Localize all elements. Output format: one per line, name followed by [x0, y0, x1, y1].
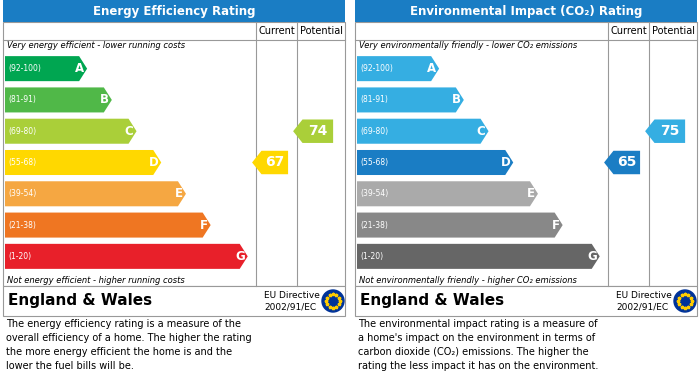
Text: E: E: [175, 187, 183, 200]
Bar: [3, 0, 345, 22]
Text: Potential: Potential: [652, 26, 694, 36]
Bar: [3, 286, 345, 316]
Polygon shape: [5, 181, 186, 206]
Text: EU Directive
2002/91/EC: EU Directive 2002/91/EC: [264, 291, 320, 311]
Text: Energy Efficiency Rating: Energy Efficiency Rating: [92, 5, 256, 18]
Text: Current: Current: [258, 26, 295, 36]
Text: (81-91): (81-91): [8, 95, 36, 104]
Text: Very environmentally friendly - lower CO₂ emissions: Very environmentally friendly - lower CO…: [359, 41, 578, 50]
Text: D: D: [148, 156, 158, 169]
Text: D: D: [500, 156, 510, 169]
Text: (69-80): (69-80): [8, 127, 36, 136]
Bar: [355, 22, 697, 286]
Text: C: C: [477, 125, 486, 138]
Polygon shape: [5, 213, 211, 238]
Text: F: F: [552, 219, 560, 231]
Text: Not energy efficient - higher running costs: Not energy efficient - higher running co…: [7, 276, 185, 285]
Polygon shape: [357, 119, 489, 144]
Text: (69-80): (69-80): [360, 127, 388, 136]
Text: England & Wales: England & Wales: [8, 294, 152, 308]
Text: A: A: [427, 62, 436, 75]
Polygon shape: [357, 213, 563, 238]
Text: (55-68): (55-68): [360, 158, 388, 167]
Polygon shape: [357, 181, 538, 206]
Text: 74: 74: [308, 124, 328, 138]
Polygon shape: [293, 120, 333, 143]
Text: EU Directive
2002/91/EC: EU Directive 2002/91/EC: [616, 291, 672, 311]
Text: 65: 65: [617, 156, 636, 170]
Bar: [355, 286, 697, 316]
Text: (39-54): (39-54): [360, 189, 389, 198]
Polygon shape: [357, 244, 600, 269]
Polygon shape: [357, 150, 513, 175]
Text: Current: Current: [610, 26, 647, 36]
Text: Very energy efficient - lower running costs: Very energy efficient - lower running co…: [7, 41, 185, 50]
Text: F: F: [199, 219, 208, 231]
Text: The environmental impact rating is a measure of
a home's impact on the environme: The environmental impact rating is a mea…: [358, 319, 598, 371]
Polygon shape: [5, 119, 136, 144]
Text: G: G: [235, 250, 245, 263]
Polygon shape: [252, 151, 288, 174]
Polygon shape: [604, 151, 640, 174]
Text: (1-20): (1-20): [8, 252, 31, 261]
Text: Not environmentally friendly - higher CO₂ emissions: Not environmentally friendly - higher CO…: [359, 276, 577, 285]
Polygon shape: [357, 88, 464, 113]
Text: (1-20): (1-20): [360, 252, 383, 261]
Text: England & Wales: England & Wales: [360, 294, 504, 308]
Text: (55-68): (55-68): [8, 158, 36, 167]
Text: The energy efficiency rating is a measure of the
overall efficiency of a home. T: The energy efficiency rating is a measur…: [6, 319, 251, 371]
Text: G: G: [587, 250, 596, 263]
Polygon shape: [5, 88, 112, 113]
Text: (39-54): (39-54): [8, 189, 36, 198]
Text: B: B: [100, 93, 108, 106]
Text: E: E: [527, 187, 535, 200]
Text: (81-91): (81-91): [360, 95, 388, 104]
Bar: [355, 0, 697, 22]
Polygon shape: [5, 244, 248, 269]
Polygon shape: [645, 120, 685, 143]
Polygon shape: [5, 56, 87, 81]
Circle shape: [322, 290, 344, 312]
Text: (92-100): (92-100): [360, 64, 393, 73]
Polygon shape: [5, 150, 161, 175]
Text: (92-100): (92-100): [8, 64, 41, 73]
Text: (21-38): (21-38): [8, 221, 36, 230]
Circle shape: [674, 290, 696, 312]
Text: A: A: [75, 62, 84, 75]
Text: B: B: [452, 93, 461, 106]
Text: 75: 75: [660, 124, 680, 138]
Text: 67: 67: [265, 156, 284, 170]
Text: C: C: [125, 125, 134, 138]
Bar: [3, 22, 345, 286]
Text: Potential: Potential: [300, 26, 342, 36]
Polygon shape: [357, 56, 439, 81]
Text: (21-38): (21-38): [360, 221, 388, 230]
Text: Environmental Impact (CO₂) Rating: Environmental Impact (CO₂) Rating: [410, 5, 642, 18]
